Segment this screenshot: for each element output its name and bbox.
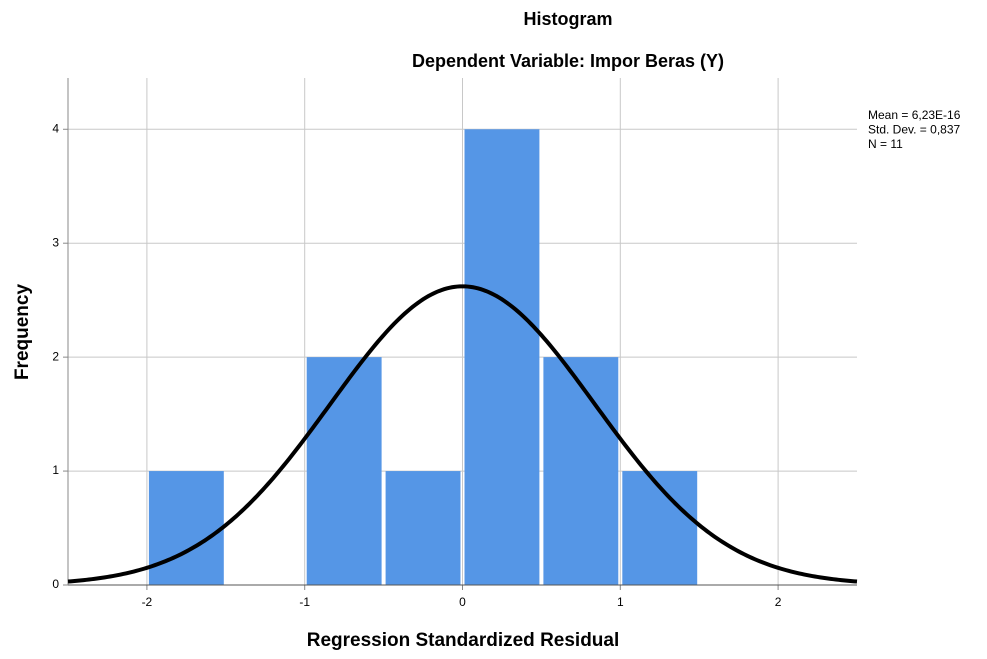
bar xyxy=(464,129,540,586)
x-tick-label: -1 xyxy=(299,595,310,609)
y-tick-label: 4 xyxy=(52,121,59,135)
normal-curve xyxy=(67,284,858,584)
bar xyxy=(306,357,382,585)
bar xyxy=(622,471,698,585)
chart-subtitle: Dependent Variable: Impor Beras (Y) xyxy=(412,51,724,71)
y-tick-label: 0 xyxy=(52,577,59,591)
x-axis-title: Regression Standardized Residual xyxy=(307,630,620,651)
x-tick-label: 1 xyxy=(617,595,624,609)
stat-label: Mean = 6,23E-16 xyxy=(868,108,961,122)
stat-label: Std. Dev. = 0,837 xyxy=(868,123,960,137)
y-tick-label: 2 xyxy=(52,349,59,363)
bar xyxy=(543,357,619,585)
x-tick-label: 2 xyxy=(775,595,782,609)
stat-label: N = 11 xyxy=(868,137,903,151)
y-axis-title: Frequency xyxy=(12,284,33,381)
bar xyxy=(385,471,461,585)
y-tick-label: 1 xyxy=(52,463,59,477)
x-tick-label: -2 xyxy=(142,595,153,609)
bar xyxy=(148,471,224,585)
chart-title: Histogram xyxy=(523,9,612,29)
x-tick-label: 0 xyxy=(459,595,466,609)
y-tick-label: 3 xyxy=(52,235,59,249)
